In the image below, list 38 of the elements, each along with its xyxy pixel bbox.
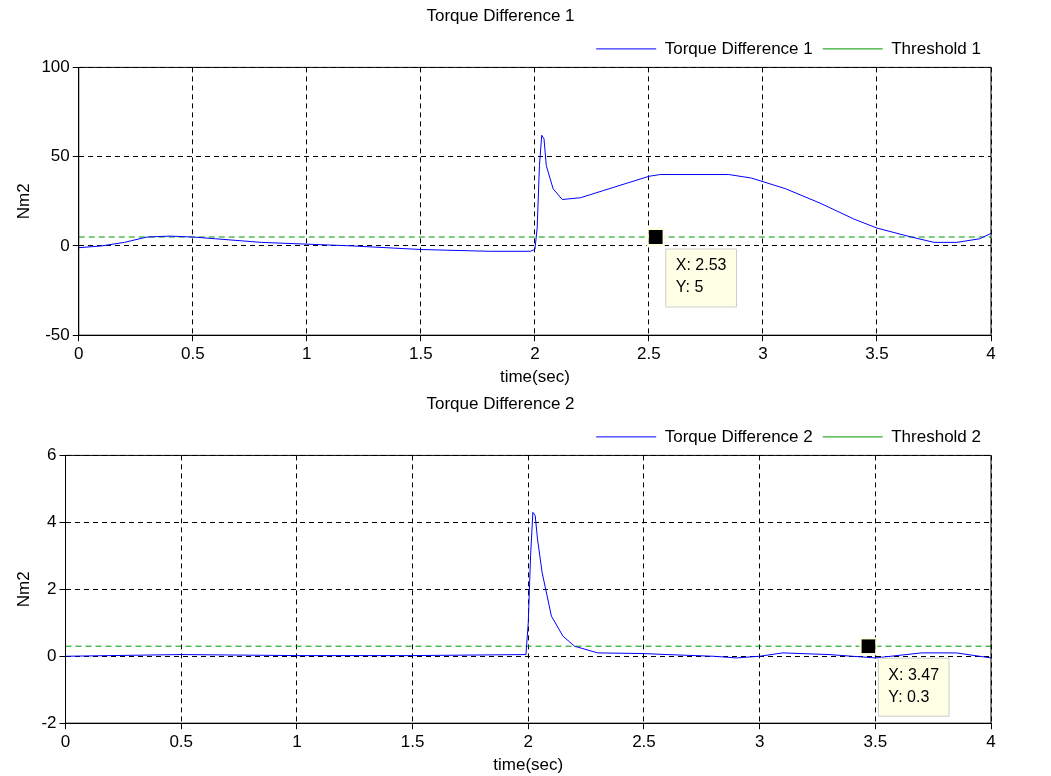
chart-title: Torque Difference 2 (426, 393, 575, 413)
x-tick-label: 2.5 (632, 732, 656, 752)
x-tick-label: 0.5 (180, 344, 205, 364)
x-tick-label: 3 (758, 344, 768, 364)
y-tick-label: -2 (41, 712, 57, 732)
x-tick-label: 3.5 (863, 732, 888, 752)
x-tick-label: 1.5 (400, 732, 425, 752)
legend-label: Torque Difference 2 (664, 426, 813, 446)
x-axis-title: time(sec) (499, 367, 570, 387)
x-tick-label: 2 (523, 732, 533, 752)
x-tick-label: 4 (986, 344, 996, 364)
x-tick-label: 3 (754, 732, 765, 752)
y-tick-label: 2 (47, 578, 57, 598)
x-tick-label: 2 (530, 344, 540, 364)
y-tick-label: 6 (47, 445, 57, 465)
y-tick-label: 100 (41, 57, 70, 77)
y-tick-label: 0 (60, 235, 70, 255)
y-tick-label: 0 (47, 645, 57, 665)
legend-label: Torque Difference 1 (664, 38, 813, 58)
annotation: X: 3.47 Y: 0.3 (888, 665, 940, 705)
x-tick-label: 1 (302, 344, 312, 364)
x-axis-title: time(sec) (493, 755, 564, 775)
x-tick-label: 2.5 (637, 344, 661, 364)
y-tick-label: -50 (45, 324, 70, 344)
x-tick-label: 4 (986, 732, 996, 752)
y-axis-title: Nm2 (13, 571, 33, 608)
x-tick-label: 1.5 (409, 344, 433, 364)
annotation: X: 2.53 Y: 5 (675, 256, 727, 296)
y-axis-title: Nm2 (13, 183, 33, 220)
x-tick-label: 3.5 (865, 344, 889, 364)
legend-label: Threshold 1 (891, 38, 982, 58)
x-tick-label: 0.5 (169, 732, 194, 752)
x-tick-label: 0 (74, 344, 84, 364)
y-tick-label: 50 (50, 146, 70, 166)
legend-label: Threshold 2 (891, 426, 982, 446)
y-tick-label: 4 (47, 512, 57, 532)
chart-title: Torque Difference 1 (426, 5, 575, 25)
x-tick-label: 1 (292, 732, 302, 752)
